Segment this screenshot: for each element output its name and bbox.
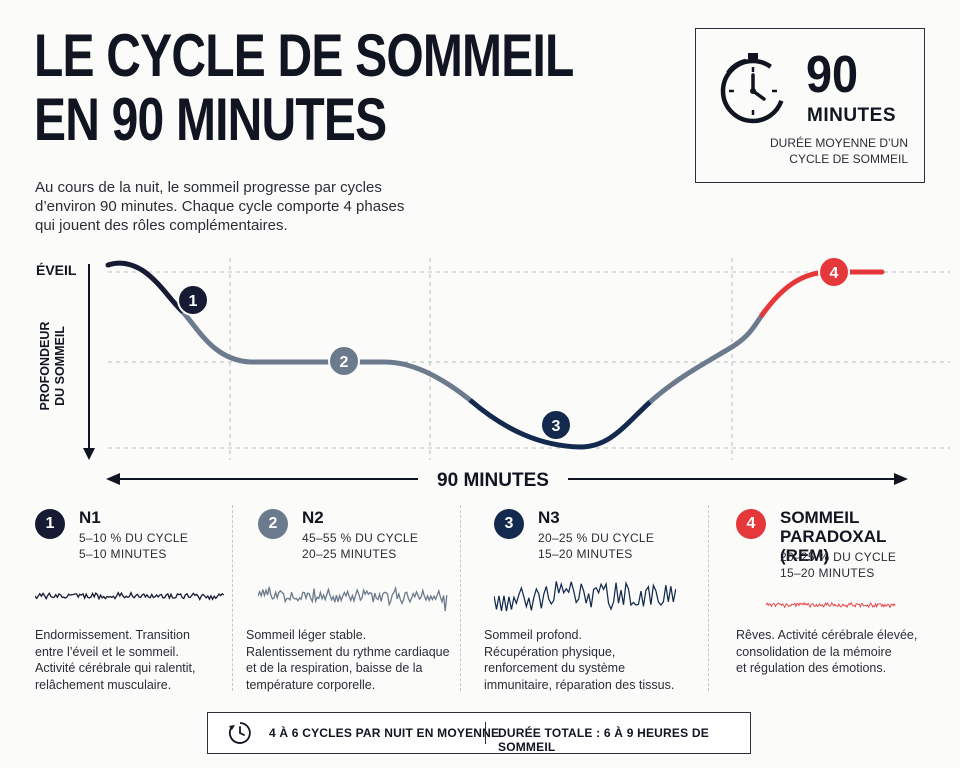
page-title: LE CYCLE DE SOMMEIL EN 90 MINUTES [34, 24, 574, 152]
phase-n3: 3 N3 20–25 % DU CYCLE 15–20 MINUTES Somm… [484, 506, 694, 696]
phase-n3-description: Sommeil profond. Récupération physique, … [484, 628, 675, 692]
marker-2-label: 2 [340, 354, 349, 371]
cycle-minutes-value: 90 [806, 46, 859, 104]
phase-divider-1 [232, 505, 233, 691]
footer-duration-text: DURÉE TOTALE : 6 À 9 HEURES DE SOMMEIL [498, 726, 709, 754]
phase-n3-duration: 15–20 MINUTES [538, 547, 633, 561]
phase-divider-3 [708, 505, 709, 691]
marker-3: 3 [540, 409, 572, 441]
chart-gridlines [108, 258, 950, 460]
phase-rem-share: 20–25 % DU CYCLE [780, 550, 897, 564]
phase-n2-share: 45–55 % DU CYCLE [302, 531, 419, 545]
cycle-description: DURÉE MOYENNE D’UN CYCLE DE SOMMEIL [769, 136, 908, 166]
phase-rem-duration: 15–20 MINUTES [780, 566, 875, 580]
eeg-wave-line [765, 601, 896, 609]
eeg-wave-line [494, 580, 676, 612]
phase-rem-badge: 4 [736, 509, 766, 539]
curve-n1 [105, 260, 186, 315]
x-axis-arrow-left [106, 473, 120, 485]
phase-n3-badge: 3 [494, 509, 524, 539]
footer-separator [485, 722, 486, 744]
y-top-label: ÉVEIL [36, 262, 77, 278]
phase-n2-badge: 2 [258, 509, 288, 539]
marker-1-label: 1 [189, 293, 198, 310]
phase-n1-name: N1 [79, 508, 101, 527]
cycle-duration-box: 90 MINUTES DURÉE MOYENNE D’UN CYCLE DE S… [695, 28, 925, 183]
x-axis-arrow-right [894, 473, 908, 485]
phase-n2-duration: 20–25 MINUTES [302, 547, 397, 561]
marker-4: 4 [818, 256, 850, 288]
marker-1: 1 [177, 284, 209, 316]
marker-3-label: 3 [552, 418, 561, 435]
title-line-2: EN 90 MINUTES [34, 86, 387, 153]
intro-text: Au cours de la nuit, le sommeil progress… [35, 179, 405, 234]
stopwatch-icon [720, 53, 786, 124]
phase-n1: 1 N1 5–10 % DU CYCLE 5–10 MINUTES Endorm… [35, 506, 225, 696]
marker-2: 2 [328, 345, 360, 377]
phase-n1-description: Endormissement. Transition entre l’éveil… [35, 628, 196, 692]
cycle-minutes-unit: MINUTES [807, 105, 896, 126]
phase-n3-share: 20–25 % DU CYCLE [538, 531, 655, 545]
footer-summary: 4 À 6 CYCLES PAR NUIT EN MOYENNE DURÉE T… [207, 712, 751, 754]
y-axis-label-line-2: DU SOMMEIL [53, 326, 67, 406]
phase-n2-description: Sommeil léger stable. Ralentissement du … [246, 628, 450, 692]
eeg-wave-rem [765, 601, 896, 609]
curve-n3 [468, 398, 652, 450]
marker-4-label: 4 [830, 265, 839, 282]
curve-n2 [250, 359, 472, 402]
cycle-clock-icon [228, 722, 251, 744]
eeg-wave-line [35, 591, 225, 602]
phase-n1-duration: 5–10 MINUTES [79, 547, 167, 561]
phase-n1-share: 5–10 % DU CYCLE [79, 531, 189, 545]
phase-n1-badge: 1 [35, 509, 65, 539]
phase-n3-name: N3 [538, 508, 560, 527]
phase-divider-2 [460, 505, 461, 691]
phase-rem: 4 SOMMEIL PARADOXAL (REM) 20–25 % DU CYC… [736, 506, 936, 696]
eeg-wave-n1 [35, 591, 225, 602]
eeg-wave-n3 [494, 580, 676, 612]
phase-rem-description: Rêves. Activité cérébrale élevée, consol… [736, 628, 918, 675]
title-line-1: LE CYCLE DE SOMMEIL [34, 22, 574, 89]
curve-n1-n2 [181, 310, 251, 365]
y-axis-arrow [83, 448, 95, 460]
phase-n2: 2 N2 45–55 % DU CYCLE 20–25 MINUTES Somm… [246, 506, 453, 696]
x-axis-label: 90 MINUTES [437, 470, 549, 491]
eeg-wave-line [258, 585, 448, 612]
phase-details: 1 N1 5–10 % DU CYCLE 5–10 MINUTES Endorm… [0, 500, 960, 700]
phase-n2-name: N2 [302, 508, 324, 527]
curve-rise [648, 313, 765, 404]
eeg-wave-n2 [258, 585, 448, 612]
sleep-cycle-chart: ÉVEIL PROFONDEUR DU SOMMEIL 90 MINUTES 1… [36, 256, 950, 491]
phase-rem-name: SOMMEIL PARADOXAL (REM) [780, 508, 887, 565]
y-axis-label-line-1: PROFONDEUR [38, 322, 52, 411]
footer-cycles-text: 4 À 6 CYCLES PAR NUIT EN MOYENNE [269, 726, 500, 740]
